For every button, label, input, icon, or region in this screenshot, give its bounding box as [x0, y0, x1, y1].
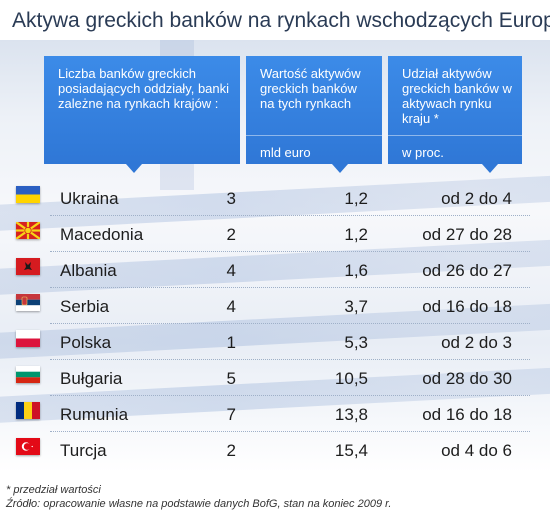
- serbia-flag-icon: [16, 294, 40, 311]
- assets-share: od 16 do 18: [422, 297, 512, 316]
- header-assets-share: Udział aktywów greckich banków w aktywac…: [388, 56, 522, 164]
- title-bar: Aktywa greckich banków na rynkach wschod…: [0, 0, 550, 40]
- assets-share: od 28 do 30: [422, 369, 512, 388]
- header-assets-share-text: Udział aktywów greckich banków w aktywac…: [402, 66, 512, 126]
- assets-share: od 27 do 28: [422, 225, 512, 244]
- source-note: Źródło: opracowanie własne na podstawie …: [6, 498, 392, 510]
- assets-value: 13,8: [334, 405, 368, 424]
- turkey-flag-icon: [16, 438, 40, 455]
- assets-share: od 16 do 18: [422, 405, 512, 424]
- assets-value: 3,7: [344, 297, 368, 316]
- assets-share: od 2 do 4: [441, 189, 512, 208]
- assets-value: 1,2: [344, 189, 368, 208]
- row-divider: [50, 214, 530, 216]
- table-row: Turcja 2 15,4 od 4 do 6: [0, 432, 550, 468]
- header-assets-share-unit: w proc.: [402, 145, 444, 160]
- banks-count: 3: [226, 189, 236, 208]
- row-divider: [50, 250, 530, 252]
- table-row: Macedonia 2 1,2 od 27 do 28: [0, 216, 550, 252]
- footnote: * przedział wartości: [6, 484, 101, 496]
- country-name: Albania: [60, 261, 117, 280]
- table-row: Ukraina 3 1,2 od 2 do 4: [0, 180, 550, 216]
- header-assets-value-text: Wartość aktywów greckich banków na tych …: [260, 66, 361, 111]
- header-notch: [126, 164, 142, 173]
- header-assets-unit: mld euro: [260, 145, 311, 160]
- header-banks-count-text: Liczba banków greckich posiadających odd…: [58, 66, 230, 111]
- country-name: Bułgaria: [60, 369, 123, 388]
- row-divider: [50, 394, 530, 396]
- greek-flag-background: Liczba banków greckich posiadających odd…: [0, 40, 550, 472]
- table-row: Polska 1 5,3 od 2 do 3: [0, 324, 550, 360]
- footer-notes: * przedział wartości Źródło: opracowanie…: [6, 483, 391, 511]
- banks-count: 4: [226, 297, 236, 316]
- country-name: Polska: [60, 333, 112, 352]
- country-name: Turcja: [60, 441, 107, 460]
- assets-value: 5,3: [344, 333, 368, 352]
- country-name: Serbia: [60, 297, 110, 316]
- assets-share: od 2 do 3: [441, 333, 512, 352]
- ukraine-flag-icon: [16, 186, 40, 203]
- row-divider: [50, 358, 530, 360]
- banks-count: 4: [226, 261, 236, 280]
- assets-value: 10,5: [334, 369, 368, 388]
- banks-count: 1: [226, 333, 236, 352]
- banks-count: 2: [226, 225, 236, 244]
- country-name: Macedonia: [60, 225, 144, 244]
- header-banks-count: Liczba banków greckich posiadających odd…: [44, 56, 240, 164]
- romania-flag-icon: [16, 402, 40, 419]
- banks-count: 7: [226, 405, 236, 424]
- header-separator: [388, 135, 522, 136]
- header-notch: [482, 164, 498, 173]
- table-row: Albania 4 1,6 od 26 do 27: [0, 252, 550, 288]
- assets-value: 1,2: [344, 225, 368, 244]
- assets-share: od 26 do 27: [422, 261, 512, 280]
- poland-flag-icon: [16, 330, 40, 347]
- page-title: Aktywa greckich banków na rynkach wschod…: [12, 9, 550, 32]
- assets-value: 1,6: [344, 261, 368, 280]
- table-row: Bułgaria 5 10,5 od 28 do 30: [0, 360, 550, 396]
- row-divider: [50, 430, 530, 432]
- banks-count: 2: [226, 441, 236, 460]
- table-row: Rumunia 7 13,8 od 16 do 18: [0, 396, 550, 432]
- assets-share: od 4 do 6: [441, 441, 512, 460]
- row-divider: [50, 286, 530, 288]
- row-divider: [50, 322, 530, 324]
- header-notch: [332, 164, 348, 173]
- header-separator: [246, 135, 382, 136]
- banks-count: 5: [226, 369, 236, 388]
- albania-flag-icon: [16, 258, 40, 275]
- country-name: Rumunia: [60, 405, 129, 424]
- bulgaria-flag-icon: [16, 366, 40, 383]
- header-assets-value: Wartość aktywów greckich banków na tych …: [246, 56, 382, 164]
- table-row: Serbia 4 3,7 od 16 do 18: [0, 288, 550, 324]
- assets-value: 15,4: [334, 441, 368, 460]
- country-name: Ukraina: [60, 189, 119, 208]
- macedonia-flag-icon: [16, 222, 40, 239]
